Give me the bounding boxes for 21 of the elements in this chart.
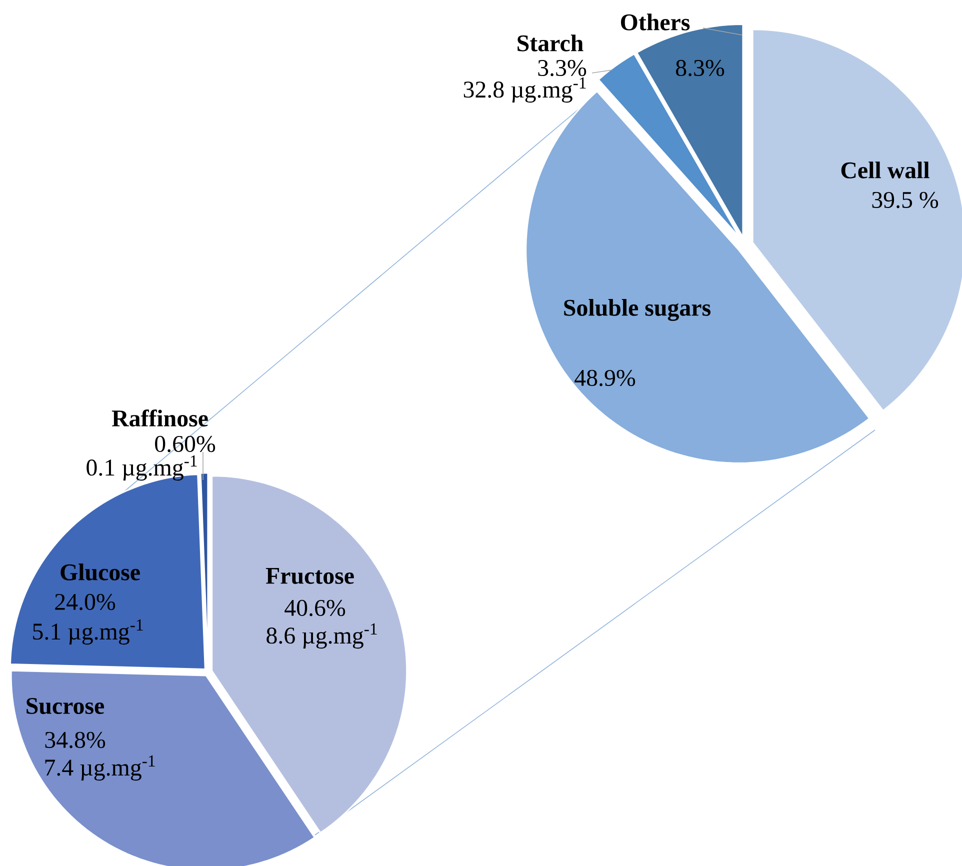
data-label: 3.3%	[538, 60, 586, 76]
text: 5.1 µg.mg$^{-1}$	[33, 619, 143, 645]
slice-label: Raffinose	[112, 409, 208, 427]
data-label: 8.3%	[676, 60, 724, 76]
text: 32.8 µg.mg$^{-1}$	[464, 77, 586, 103]
data-label: 0.60%	[155, 436, 216, 452]
slice-label: Glucose	[60, 564, 140, 580]
slice-label: Starch	[518, 34, 584, 52]
data-label: 34.8%	[45, 732, 106, 748]
text: 8.6 µg.mg$^{-1}$	[266, 623, 377, 649]
data-label: 48.9%	[574, 370, 636, 386]
slice-label: Soluble sugars	[564, 299, 710, 321]
slice-label: Others	[620, 14, 690, 30]
slice-label: Fructose	[266, 568, 354, 584]
text: 7.4 µg.mg$^{-1}$	[45, 755, 155, 781]
slice-label: Cell wall	[841, 162, 930, 178]
data-label: 24.0%	[55, 594, 116, 610]
data-label: 40.6%	[284, 600, 346, 616]
data-label: 39.5 %	[872, 192, 938, 208]
text: 0.1 µg.mg$^{-1}$	[86, 455, 197, 481]
slice-label: Sucrose	[26, 698, 104, 714]
